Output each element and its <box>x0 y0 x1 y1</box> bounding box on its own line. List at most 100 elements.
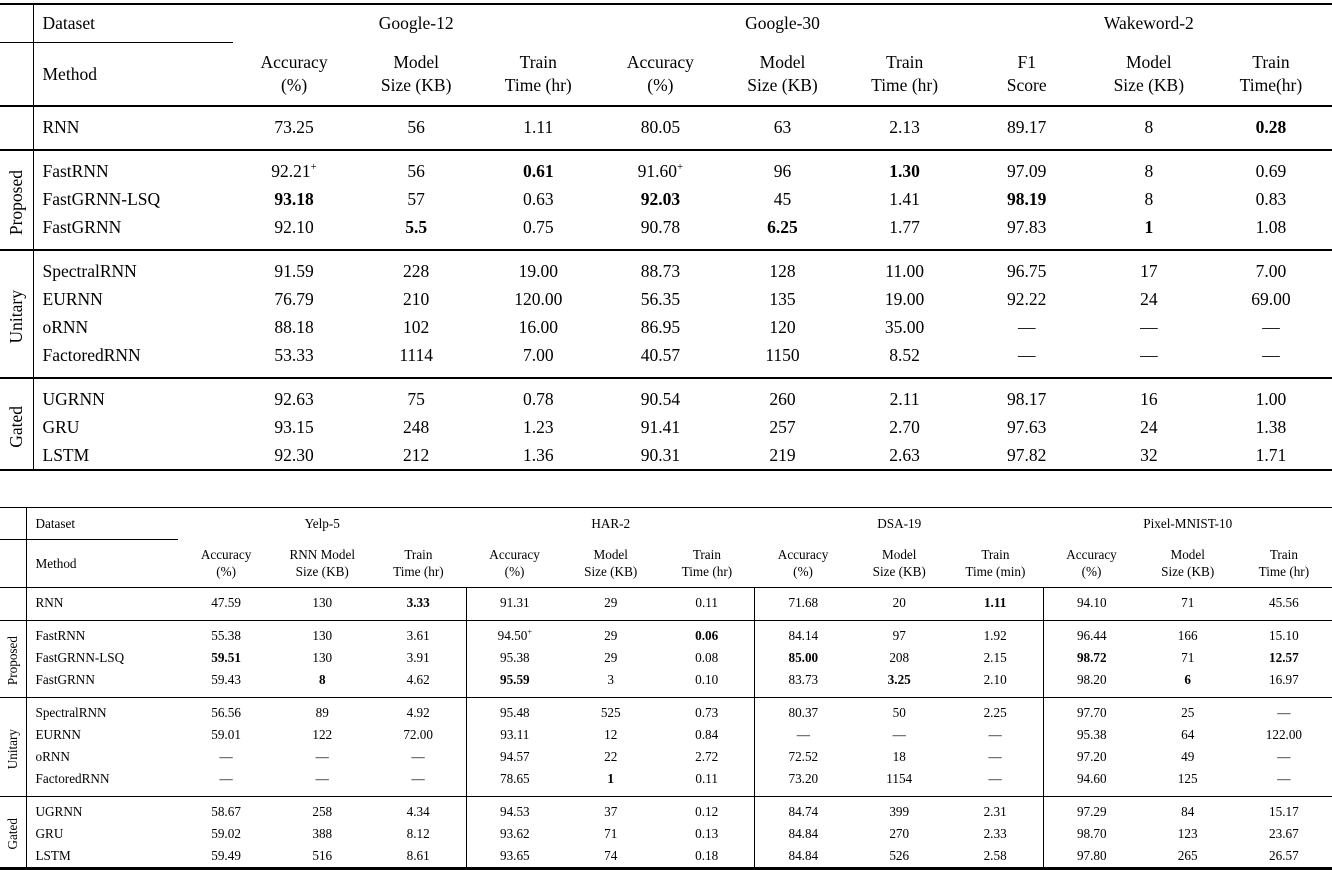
method-label: Method <box>32 42 233 107</box>
column-header: Train Time(hr) <box>1209 42 1332 107</box>
value-text: 92.21 <box>271 160 311 181</box>
value-cell: — <box>1277 749 1291 764</box>
table-row: Gated UGRNN 58.67 258 4.34 94.53 37 0.12 84.74 39… <box>0 796 1332 850</box>
value-cell: 0.13 <box>695 826 719 841</box>
value-cell: 7.00 <box>1255 260 1287 281</box>
value-cell: 210 <box>403 288 430 309</box>
column-header: Train Time (hr) <box>370 539 467 588</box>
value-cell: 15.10 <box>1269 628 1299 643</box>
value-cell: 16.97 <box>1235 669 1332 698</box>
table-row: Unitary SpectralRNN 56.56 89 4.92 95.48 525 0.7… <box>0 697 1332 797</box>
value-cell: 166 <box>1177 628 1198 643</box>
dataset-label: Dataset <box>25 507 178 540</box>
value-cell: 8 <box>1144 188 1154 209</box>
value-cell: — <box>1262 316 1280 337</box>
value-cell: 2.25 <box>983 705 1007 720</box>
value-cell: 3.25 <box>851 669 948 698</box>
value-cell: 96.44 <box>1042 620 1140 647</box>
value-cell: 96.75 <box>1007 260 1047 281</box>
value-cell: 29 <box>604 650 618 665</box>
value-cell: 84.84 <box>754 823 852 845</box>
value-cell: 260 <box>769 388 796 409</box>
value-text: 6 <box>1184 672 1191 687</box>
value-cell: — <box>1140 316 1158 337</box>
column-header: Train Time (hr) <box>1235 539 1332 588</box>
value-cell: 2.63 <box>889 444 920 465</box>
value-cell: 50 <box>892 705 906 720</box>
section-gutter <box>0 587 26 621</box>
dataset-group-header: HAR-2 <box>591 515 631 531</box>
section-gutter: Proposed <box>0 620 26 698</box>
value-cell: 29 <box>562 587 659 621</box>
table-row: Proposed FastRNN 92.21+ 56 0.61 91.60+ 96 1.30 9… <box>0 150 1332 251</box>
value-cell: 85.00 <box>754 647 852 669</box>
value-text: 85.00 <box>788 650 819 665</box>
section-gutter: Gated <box>0 797 26 869</box>
value-cell: 1150 <box>721 341 844 379</box>
section-gutter: Proposed <box>0 150 33 251</box>
value-cell: 2.31 <box>983 804 1007 819</box>
value-cell: 97.29 <box>1042 796 1140 823</box>
value-cell: 93.15 <box>274 416 314 437</box>
value-cell: 93.65 <box>465 845 563 869</box>
section-label-rotated: Proposed <box>5 170 26 236</box>
value-cell: 525 <box>600 705 621 720</box>
value-cell: 95.59 <box>465 669 563 698</box>
value-cell: 1154 <box>851 768 948 797</box>
method-cell: GRU <box>32 413 233 441</box>
table-row: EURNN 59.01 122 72.00 93.11 12 0.84 — — — 95.38 64 1… <box>0 724 1332 746</box>
value-cell: 73.25 <box>233 106 356 151</box>
value-cell: 1.36 <box>522 444 554 465</box>
value-text: 1.11 <box>983 595 1007 610</box>
value-cell: 2.70 <box>889 416 920 437</box>
value-cell: 135 <box>769 288 796 309</box>
dataset-label: Dataset <box>32 4 233 43</box>
value-cell: 5.5 <box>355 213 478 251</box>
column-header-row: Method Accuracy (%) Model Size (KB) Train T… <box>0 42 1332 107</box>
value-cell: 93.62 <box>465 823 563 845</box>
method-cell: FastGRNN <box>32 213 233 251</box>
section-gutter: Unitary <box>0 697 26 797</box>
value-cell: 25 <box>1181 705 1195 720</box>
value-cell: 29 <box>604 628 618 643</box>
column-header: Accuracy (%) <box>1043 539 1140 588</box>
value-cell: 0.08 <box>695 650 719 665</box>
value-cell: 80.37 <box>754 697 852 724</box>
value-cell: 0.69 <box>1255 160 1287 181</box>
table-row: FastGRNN-LSQ 93.18 57 0.63 92.03 45 1.41 98.19 8… <box>0 185 1332 213</box>
value-cell: 56 <box>355 106 478 151</box>
value-cell: 59.43 <box>178 669 275 698</box>
value-cell: 17 <box>1140 260 1158 281</box>
method-cell: FastGRNN-LSQ <box>32 185 233 213</box>
value-cell: — <box>988 727 1002 742</box>
value-cell: 53.33 <box>233 341 356 379</box>
value-cell: 128 <box>769 260 796 281</box>
value-text: 92.03 <box>640 188 681 209</box>
value-cell: 23.67 <box>1269 826 1299 841</box>
value-cell: — <box>965 341 1088 379</box>
value-cell: 90.78 <box>599 213 722 251</box>
value-cell: 1.00 <box>1255 388 1287 409</box>
value-cell: 2.58 <box>983 848 1007 863</box>
value-cell: 19.00 <box>518 260 558 281</box>
value-cell: 2.72 <box>695 749 719 764</box>
value-cell: 3 <box>562 669 659 698</box>
value-cell: 24 <box>1140 288 1158 309</box>
value-text: 6.25 <box>767 216 798 237</box>
value-cell: 37 <box>604 804 618 819</box>
value-cell: 83.73 <box>754 669 852 698</box>
column-header: Model Size (KB) <box>851 539 948 588</box>
value-cell: — <box>219 749 233 764</box>
method-cell: LSTM <box>32 441 233 470</box>
value-cell: 98.20 <box>1042 669 1140 698</box>
value-cell: — <box>370 768 467 797</box>
value-cell: 71 <box>1139 587 1236 621</box>
value-cell: 97.80 <box>1042 845 1140 869</box>
value-cell: 45 <box>773 188 792 209</box>
value-cell: 8.52 <box>843 341 966 379</box>
value-cell: 0.11 <box>658 768 755 797</box>
value-cell: 0.28 <box>1209 106 1332 151</box>
value-cell: 102 <box>403 316 430 337</box>
value-cell: — <box>1017 316 1036 337</box>
